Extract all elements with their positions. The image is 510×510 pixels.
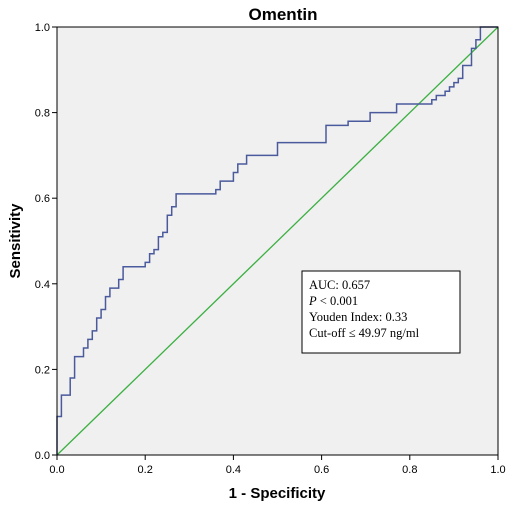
chart-title: Omentin — [249, 5, 318, 24]
y-axis-label: Sensitivity — [7, 203, 24, 279]
roc-curve — [56, 26, 498, 455]
axis-ticks: 0.0 0.2 0.4 0.6 0.8 1.0 0.0 0.2 0.4 0.6 0.8 1.0 — [35, 22, 506, 476]
cutoff-text: Cut-off ≤ 49.97 ng/ml — [309, 326, 420, 340]
p-symbol: P — [308, 294, 317, 308]
y-tick-label: 0.4 — [35, 279, 50, 291]
y-tick-label: 0.2 — [35, 364, 50, 376]
x-tick-label: 1.0 — [490, 464, 505, 476]
y-tick-label: 0.8 — [35, 108, 50, 120]
stats-box — [301, 270, 461, 354]
y-tick-label: 0.0 — [35, 450, 50, 462]
y-tick-label: 0.6 — [35, 193, 50, 205]
y-tick-label: 1.0 — [35, 22, 50, 34]
plot-frame — [56, 26, 499, 456]
x-axis-label: 1 - Specificity — [229, 485, 326, 502]
stats-legend-box: AUC: 0.657 P < 0.001 Youden Index: 0.33 … — [301, 270, 461, 354]
p-value: < 0.001 — [320, 294, 358, 308]
x-tick-label: 0.0 — [49, 464, 64, 476]
p-value-text: P < 0.001 — [308, 294, 358, 308]
x-tick-label: 0.2 — [138, 464, 153, 476]
x-tick-label: 0.6 — [314, 464, 329, 476]
x-tick-label: 0.8 — [402, 464, 417, 476]
x-tick-label: 0.4 — [226, 464, 241, 476]
youden-text: Youden Index: 0.33 — [309, 310, 407, 324]
reference-line — [56, 26, 499, 456]
auc-text: AUC: 0.657 — [309, 278, 370, 292]
